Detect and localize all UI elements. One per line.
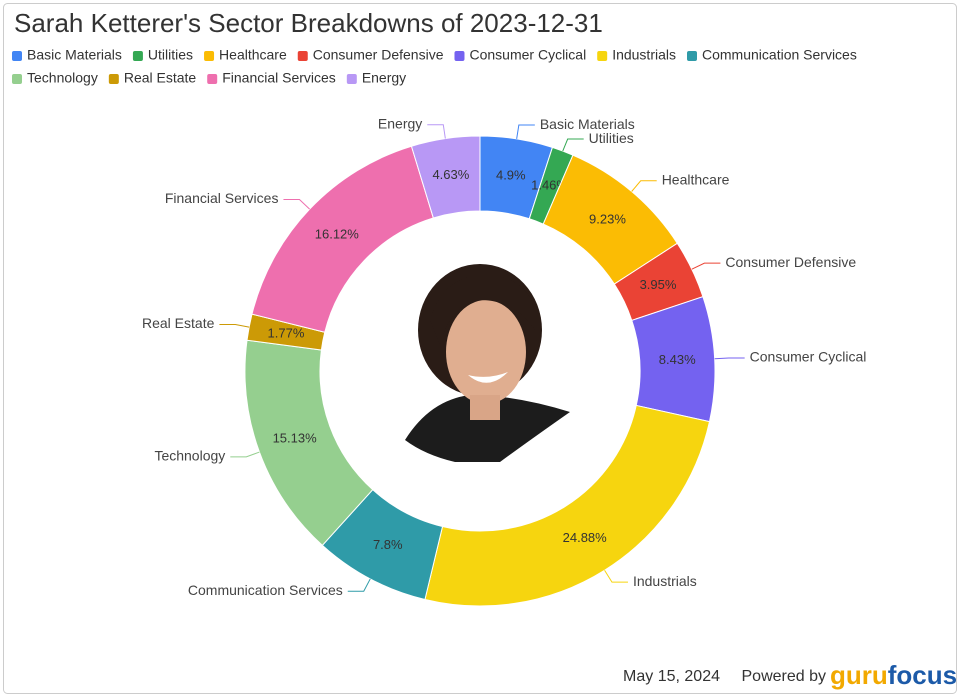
legend-item: Healthcare	[204, 47, 287, 63]
legend-label: Technology	[27, 70, 98, 86]
legend-item: Real Estate	[108, 70, 197, 86]
value-label: 1.77%	[268, 326, 305, 341]
leader-line	[631, 180, 657, 192]
donut: 4.9%1.46%9.23%3.95%8.43%24.88%7.8%15.13%…	[142, 115, 867, 607]
legend-swatch	[207, 74, 218, 84]
legend-item: Financial Services	[207, 70, 336, 86]
legend-label: Energy	[362, 70, 406, 86]
chart-title: Sarah Ketterer's Sector Breakdowns of 20…	[14, 8, 603, 38]
value-label: 15.13%	[273, 431, 318, 446]
leader-line	[427, 124, 446, 139]
legend-swatch	[454, 51, 465, 61]
category-label: Communication Services	[188, 582, 343, 598]
value-label: 24.88%	[563, 530, 608, 545]
legend-swatch	[297, 51, 308, 61]
brand-part: focus	[888, 660, 957, 690]
legend-label: Consumer Defensive	[313, 47, 444, 63]
legend-item: Consumer Defensive	[297, 47, 444, 63]
value-label: 7.8%	[373, 537, 403, 552]
legend-label: Real Estate	[124, 70, 197, 86]
value-label: 8.43%	[659, 352, 696, 367]
value-label: 16.12%	[315, 226, 360, 241]
leader-line	[714, 357, 745, 360]
leader-line	[347, 578, 371, 592]
legend-swatch	[108, 74, 119, 84]
legend-item: Utilities	[132, 47, 193, 63]
leader-line	[230, 451, 260, 458]
category-label: Consumer Defensive	[725, 254, 856, 270]
legend-label: Healthcare	[219, 47, 287, 63]
legend-label: Financial Services	[222, 70, 336, 86]
legend-label: Consumer Cyclical	[469, 47, 586, 63]
leader-line	[604, 570, 628, 583]
brand-logo: gurufocus	[830, 660, 957, 690]
category-label: Energy	[378, 115, 422, 131]
legend-swatch	[204, 51, 215, 61]
powered-by: Powered by	[742, 668, 827, 685]
legend-swatch	[687, 51, 697, 61]
legend-label: Utilities	[148, 47, 193, 63]
value-label: 3.95%	[640, 277, 677, 292]
legend-swatch	[12, 51, 22, 61]
donut-slice	[424, 404, 711, 607]
value-label: 4.63%	[432, 167, 469, 182]
leader-line	[219, 323, 250, 328]
legend-item: Communication Services	[687, 47, 857, 63]
legend-swatch	[132, 51, 143, 61]
footer-date: May 15, 2024	[623, 668, 720, 685]
legend-swatch	[346, 74, 357, 84]
category-label: Real Estate	[142, 315, 215, 331]
legend-swatch	[12, 74, 22, 84]
leader-line	[516, 124, 535, 139]
legend-label: Basic Materials	[27, 47, 122, 63]
legend-item: Industrials	[597, 47, 676, 63]
value-label: 9.23%	[589, 212, 626, 227]
legend-item: Consumer Cyclical	[454, 47, 586, 63]
leader-line	[691, 262, 721, 270]
category-label: Basic Materials	[540, 116, 635, 132]
legend: Basic Materials Utilities Healthcare Consum…	[12, 47, 857, 86]
legend-label: Communication Services	[702, 47, 857, 63]
category-label: Technology	[154, 448, 225, 464]
category-label: Industrials	[633, 573, 697, 589]
leader-line	[562, 138, 584, 152]
legend-item: Basic Materials	[12, 47, 122, 63]
category-label: Consumer Cyclical	[750, 349, 867, 365]
portrait	[405, 264, 570, 462]
category-label: Utilities	[589, 130, 634, 146]
leader-line	[283, 199, 310, 210]
legend-item: Energy	[346, 70, 406, 86]
category-label: Healthcare	[662, 171, 730, 187]
brand-part: guru	[830, 660, 888, 690]
donut-slice	[410, 135, 481, 219]
legend-label: Industrials	[612, 47, 676, 63]
legend-swatch	[597, 51, 608, 61]
category-label: Financial Services	[165, 190, 279, 206]
value-label: 4.9%	[496, 167, 526, 182]
legend-item: Technology	[12, 70, 98, 86]
